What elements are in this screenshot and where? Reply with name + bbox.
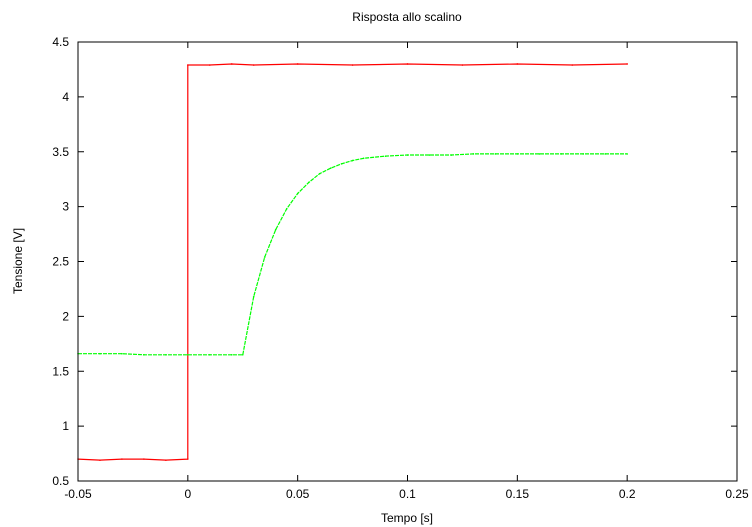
series-1-point (516, 63, 519, 65)
series-2-point (230, 353, 233, 356)
x-tick-label: 0 (184, 487, 191, 501)
series-2-point (560, 153, 563, 155)
series-2-point (307, 181, 310, 184)
y-tick-label: 1 (62, 419, 69, 433)
series-1-point (626, 63, 628, 65)
x-tick-label: 0.1 (399, 487, 416, 501)
series-2-point (626, 153, 628, 155)
series-2-point (516, 153, 519, 155)
series-2-point (296, 192, 299, 195)
x-tick-label: 0.15 (506, 487, 530, 501)
series-1-point (406, 63, 409, 65)
x-axis: -0.05 0 0.05 0.1 0.15 0.2 0.25 (64, 42, 749, 501)
series-1-point (230, 63, 233, 65)
series-1-point (351, 64, 354, 66)
y-tick-label: 0.5 (52, 474, 69, 488)
series-1-point (252, 64, 255, 66)
series-line-2 (78, 153, 628, 356)
series-1-point (143, 458, 145, 460)
plot-series (77, 63, 628, 461)
y-tick-label: 4 (62, 90, 69, 104)
series-2-point (143, 353, 145, 356)
x-tick-label: 0.05 (286, 487, 310, 501)
y-tick-label: 3 (62, 200, 69, 214)
x-axis-title: Tempo [s] (381, 511, 433, 525)
series-1-point (187, 458, 189, 460)
y-tick-label: 2 (62, 309, 69, 323)
x-tick-label: -0.05 (64, 487, 92, 501)
series-2-point (428, 154, 431, 156)
series-2-point (582, 153, 585, 155)
series-1-point (121, 458, 123, 460)
y-tick-label: 2.5 (52, 255, 69, 269)
series-2-point (121, 352, 123, 355)
series-2-point (362, 157, 365, 160)
series-2-point (263, 256, 266, 258)
y-tick-label: 3.5 (52, 145, 69, 159)
y-tick-label: 1.5 (52, 364, 69, 378)
series-line-1 (77, 63, 628, 461)
series-2-point (241, 353, 244, 356)
series-2-point (494, 153, 497, 155)
series-1-point (296, 63, 299, 65)
series-2-point (187, 353, 189, 356)
series-1-point (165, 459, 167, 461)
series-2-point (340, 163, 343, 165)
series-2-point (165, 353, 167, 356)
y-axis-title: Tensione [V] (11, 228, 25, 294)
series-2-point (406, 154, 409, 156)
series-2-point (450, 154, 453, 156)
y-tick-label: 4.5 (52, 35, 69, 49)
series-2-point (285, 208, 288, 210)
series-1-point (571, 64, 574, 66)
series-2-point (329, 167, 332, 170)
chart-title: Risposta allo scalino (352, 10, 462, 24)
series-2-point (252, 295, 255, 298)
series-1-point (187, 64, 189, 66)
series-1-point (461, 64, 464, 66)
plot-frame (77, 41, 738, 482)
series-2-point (209, 353, 211, 356)
series-2-point (472, 153, 475, 155)
x-tick-label: 0.25 (725, 487, 749, 501)
series-2-point (318, 172, 321, 175)
series-2-point (99, 352, 101, 355)
series-2-point (538, 153, 541, 155)
series-2-point (274, 228, 277, 231)
series-2-point (604, 153, 606, 155)
series-1-point (99, 459, 101, 461)
series-2-point (384, 155, 387, 157)
y-axis: 0.5 1 1.5 2 2.5 3 3.5 4 4.5 (52, 35, 737, 488)
series-1-point (209, 64, 211, 66)
x-tick-label: 0.2 (619, 487, 636, 501)
series-2-point (351, 159, 354, 162)
